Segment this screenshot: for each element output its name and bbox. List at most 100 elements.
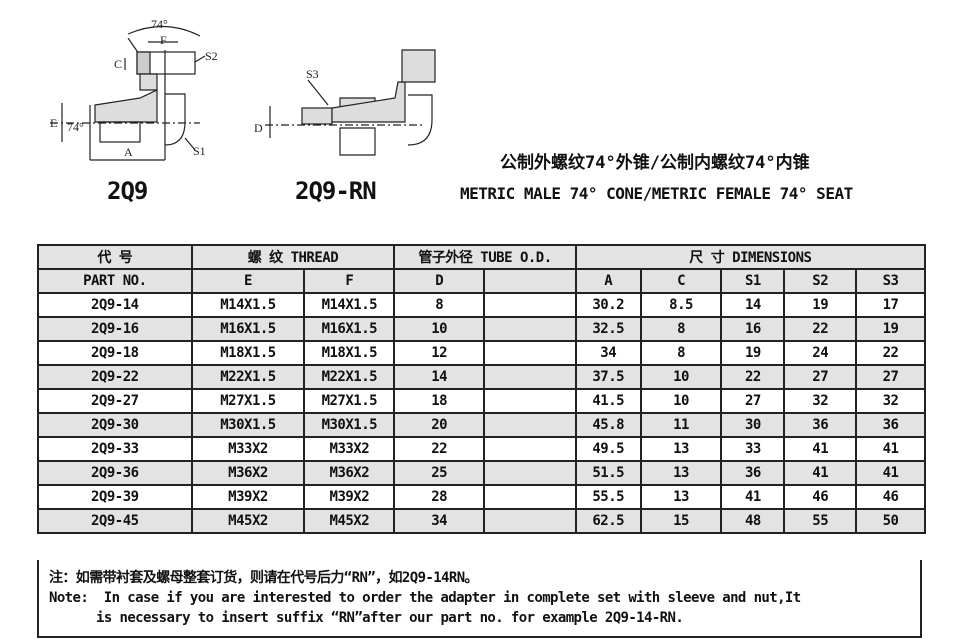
dim-c-label: C [114, 57, 122, 71]
table-cell: M14X1.5 [303, 292, 396, 318]
table-cell: 10 [639, 364, 723, 390]
header-part: 代 号 [37, 244, 193, 270]
table-cell [483, 388, 577, 414]
table-row: 2Q9-27 M27X1.5 M27X1.5 18 41.5 10 27 32 32 [37, 388, 926, 414]
table-cell: M16X1.5 [303, 316, 396, 342]
column-header: S1 [720, 268, 786, 294]
table-cell: 11 [639, 412, 723, 438]
table-cell: 55 [783, 508, 858, 534]
table-cell: 48 [720, 508, 786, 534]
table-cell: 22 [855, 340, 926, 366]
table-cell: 41 [783, 460, 858, 486]
table-cell: 32 [855, 388, 926, 414]
column-header: F [303, 268, 396, 294]
table-row: 2Q9-36 M36X2 M36X2 25 51.5 13 36 41 41 [37, 460, 926, 486]
table-cell: 36 [855, 412, 926, 438]
table-cell: 41.5 [574, 388, 642, 414]
table-row: 2Q9-16 M16X1.5 M16X1.5 10 32.5 8 16 22 19 [37, 316, 926, 342]
table-cell: M27X1.5 [303, 388, 396, 414]
table-cell: 46 [783, 484, 858, 510]
table-cell: 49.5 [574, 436, 642, 462]
title-english: METRIC MALE 74° CONE/METRIC FEMALE 74° S… [460, 184, 853, 203]
column-header: S2 [783, 268, 858, 294]
table-cell: 13 [639, 460, 723, 486]
table-cell: 2Q9-33 [37, 436, 193, 462]
table-cell: 2Q9-45 [37, 508, 193, 534]
table-cell: 15 [639, 508, 723, 534]
table-cell: 32.5 [574, 316, 642, 342]
table-cell: 37.5 [574, 364, 642, 390]
table-cell: 33 [720, 436, 786, 462]
table-cell: M22X1.5 [303, 364, 396, 390]
dim-a-label: A [124, 145, 133, 159]
table-cell: 2Q9-36 [37, 460, 193, 486]
note-english-line1: Note: In case if you are interested to o… [49, 590, 801, 606]
note-english-line2: is necessary to insert suffix “RN”after … [96, 610, 684, 626]
dim-s1-label: S1 [193, 144, 206, 158]
table-cell [483, 412, 577, 438]
2q9-drawing: 74° F S2 C E 74° A S1 S3 D [50, 17, 436, 161]
table-cell: 18 [393, 388, 486, 414]
table-cell: 19 [783, 292, 858, 318]
table-cell: 46 [855, 484, 926, 510]
table-cell: M30X1.5 [303, 412, 396, 438]
dim-s2-label: S2 [205, 49, 218, 63]
table-cell: 20 [393, 412, 486, 438]
table-cell: M16X1.5 [190, 316, 306, 342]
table-cell: M18X1.5 [190, 340, 306, 366]
table-row: 2Q9-22 M22X1.5 M22X1.5 14 37.5 10 22 27 27 [37, 364, 926, 390]
table-cell: 8.5 [639, 292, 723, 318]
table-cell: M22X1.5 [190, 364, 306, 390]
table-cell: 34 [393, 508, 486, 534]
table-cell: 2Q9-22 [37, 364, 193, 390]
table-cell: 22 [720, 364, 786, 390]
table-cell [483, 364, 577, 390]
table-cell: 2Q9-18 [37, 340, 193, 366]
table-cell: M39X2 [303, 484, 396, 510]
table-cell: 2Q9-30 [37, 412, 193, 438]
table-cell: M36X2 [190, 460, 306, 486]
table-cell [483, 316, 577, 342]
table-cell: M39X2 [190, 484, 306, 510]
table-cell: 10 [639, 388, 723, 414]
table-cell: 55.5 [574, 484, 642, 510]
table-cell [483, 340, 577, 366]
table-row: 2Q9-14 M14X1.5 M14X1.5 8 30.2 8.5 14 19 17 [37, 292, 926, 318]
table-cell [483, 292, 577, 318]
angle-label: 74° [151, 17, 168, 31]
header-dimensions: 尺 寸 DIMENSIONS [574, 244, 927, 270]
dimensions-table: 代 号 螺 纹 THREAD 管子外径 TUBE O.D. 尺 寸 DIMENS… [37, 244, 927, 534]
table-cell [483, 436, 577, 462]
table-cell: M45X2 [190, 508, 306, 534]
table-cell: 30.2 [574, 292, 642, 318]
table-cell: 62.5 [574, 508, 642, 534]
table-cell: 41 [720, 484, 786, 510]
column-header: E [190, 268, 306, 294]
column-header: PART NO. [37, 268, 193, 294]
table-cell: M18X1.5 [303, 340, 396, 366]
note-chinese: 注：如需带衬套及螺母整套订货，则请在代号后力“RN”，如2Q9-14RN。 [49, 570, 479, 586]
table-cell: M27X1.5 [190, 388, 306, 414]
table-cell: 17 [855, 292, 926, 318]
dim-s3-label: S3 [306, 67, 319, 81]
note-box: 注：如需带衬套及螺母整套订货，则请在代号后力“RN”，如2Q9-14RN。 No… [37, 560, 922, 638]
table-cell: 41 [855, 436, 926, 462]
column-header: A [574, 268, 642, 294]
table-cell: M36X2 [303, 460, 396, 486]
table-cell: 41 [783, 436, 858, 462]
angle-side-label: 74° [67, 120, 84, 134]
column-header [483, 268, 577, 294]
table-cell: 25 [393, 460, 486, 486]
table-cell: 22 [783, 316, 858, 342]
table-cell: 16 [720, 316, 786, 342]
table-cell: 27 [783, 364, 858, 390]
table-cell: 50 [855, 508, 926, 534]
table-cell: 2Q9-14 [37, 292, 193, 318]
table-cell: 27 [855, 364, 926, 390]
table-cell: 36 [720, 460, 786, 486]
table-cell: 14 [393, 364, 486, 390]
dim-e-label: E [50, 116, 57, 130]
table-cell: M30X1.5 [190, 412, 306, 438]
column-header: S3 [855, 268, 926, 294]
header-thread: 螺 纹 THREAD [190, 244, 396, 270]
